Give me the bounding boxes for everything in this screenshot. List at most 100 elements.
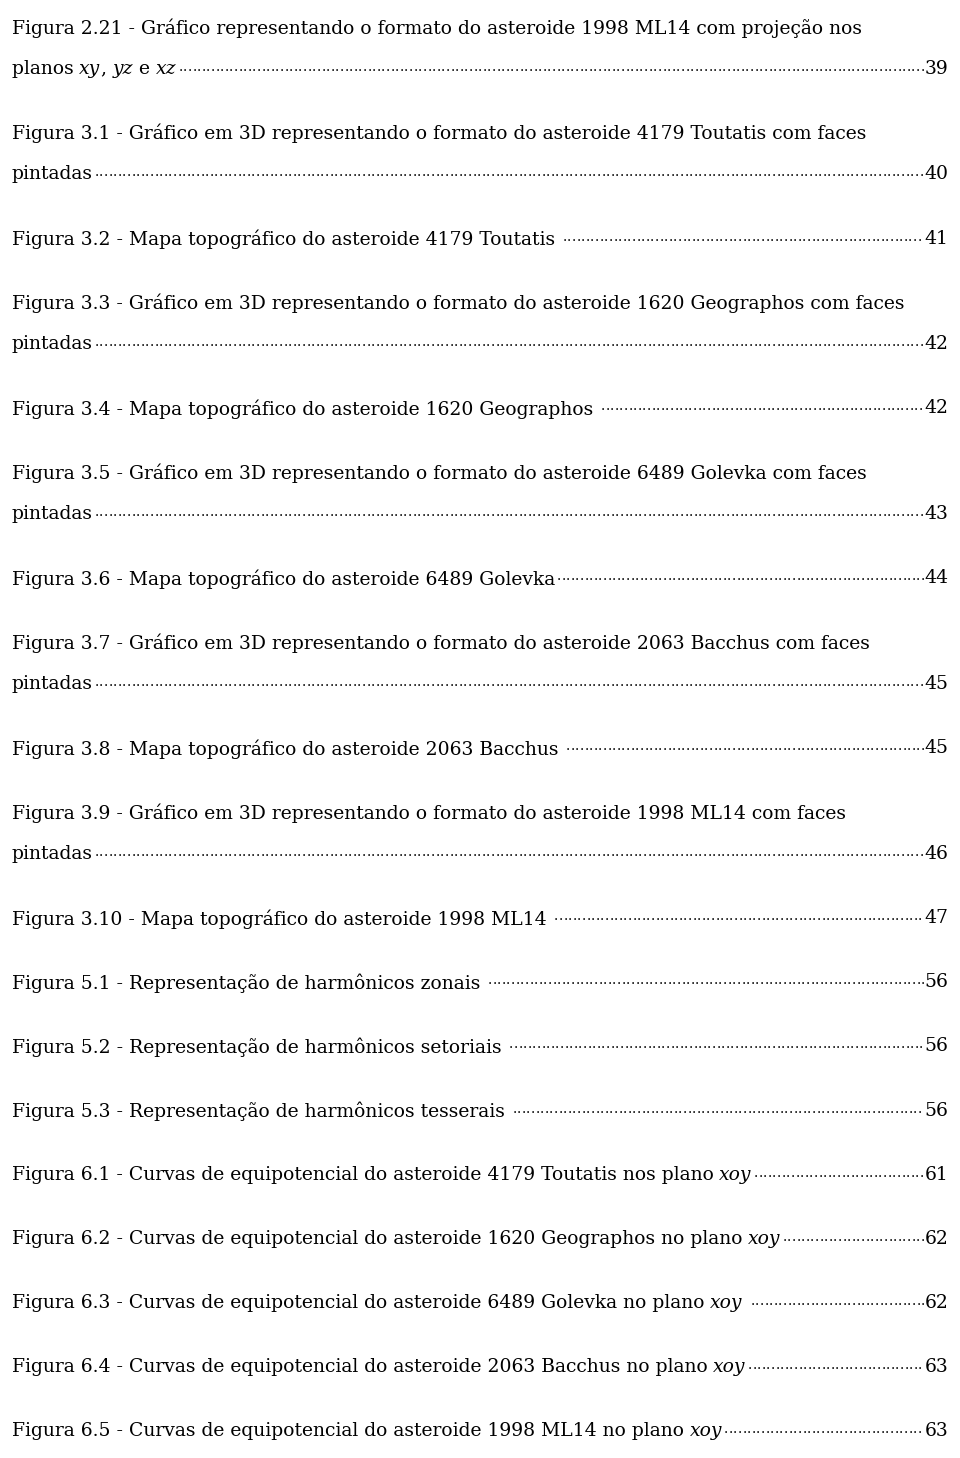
Text: .: . xyxy=(728,739,732,754)
Text: .: . xyxy=(639,739,644,754)
Text: .: . xyxy=(774,972,778,987)
Text: .: . xyxy=(219,335,223,350)
Text: .: . xyxy=(742,1422,747,1436)
Text: .: . xyxy=(920,844,924,859)
Text: .: . xyxy=(486,335,491,350)
Text: .: . xyxy=(555,675,560,690)
Text: .: . xyxy=(694,60,699,74)
Text: .: . xyxy=(809,60,814,74)
Text: .: . xyxy=(859,399,863,414)
Text: .: . xyxy=(738,1101,742,1115)
Text: .: . xyxy=(857,1422,862,1436)
Text: .: . xyxy=(851,675,854,690)
Text: .: . xyxy=(675,399,679,414)
Text: .: . xyxy=(850,399,853,414)
Text: .: . xyxy=(357,165,361,179)
Text: .: . xyxy=(316,504,320,519)
Text: pintadas: pintadas xyxy=(12,675,92,693)
Text: .: . xyxy=(196,504,200,519)
Text: .: . xyxy=(772,675,776,690)
Text: .: . xyxy=(421,504,426,519)
Text: .: . xyxy=(621,569,626,583)
Text: .: . xyxy=(879,1229,883,1244)
Text: .: . xyxy=(242,504,246,519)
Text: .: . xyxy=(532,1037,537,1051)
Text: .: . xyxy=(191,844,196,859)
Text: .: . xyxy=(900,1357,904,1372)
Text: .: . xyxy=(596,1037,601,1051)
Text: .: . xyxy=(127,844,131,859)
Text: .: . xyxy=(298,165,301,179)
Text: .: . xyxy=(761,1422,765,1436)
Text: .: . xyxy=(900,908,904,923)
Text: .: . xyxy=(823,165,827,179)
Text: .: . xyxy=(656,399,660,414)
Text: .: . xyxy=(182,165,186,179)
Text: .: . xyxy=(921,60,924,74)
Text: .: . xyxy=(329,335,334,350)
Text: .: . xyxy=(316,335,320,350)
Text: .: . xyxy=(767,165,772,179)
Text: .: . xyxy=(826,908,830,923)
Text: .: . xyxy=(660,229,663,243)
Text: .: . xyxy=(775,229,779,243)
Text: .: . xyxy=(117,675,122,690)
Text: .: . xyxy=(772,335,776,350)
Text: .: . xyxy=(532,675,537,690)
Text: .: . xyxy=(740,60,745,74)
Text: .: . xyxy=(385,504,389,519)
Text: .: . xyxy=(632,229,636,243)
Text: .: . xyxy=(564,908,567,923)
Text: .: . xyxy=(654,569,658,583)
Text: .: . xyxy=(321,844,324,859)
Text: .: . xyxy=(852,569,856,583)
Text: .: . xyxy=(375,165,380,179)
Text: .: . xyxy=(270,844,274,859)
Text: .: . xyxy=(582,1101,586,1115)
Text: .: . xyxy=(237,675,242,690)
Text: .: . xyxy=(329,844,334,859)
Text: .: . xyxy=(464,60,468,74)
Text: .: . xyxy=(550,1037,555,1051)
Text: .: . xyxy=(877,165,882,179)
Text: .: . xyxy=(838,972,842,987)
Text: .: . xyxy=(812,1357,816,1372)
Text: .: . xyxy=(895,1422,899,1436)
Text: .: . xyxy=(810,569,814,583)
Text: .: . xyxy=(385,335,389,350)
Text: .: . xyxy=(721,335,726,350)
Text: .: . xyxy=(828,504,831,519)
Text: .: . xyxy=(278,165,283,179)
Text: .: . xyxy=(859,335,864,350)
Text: .: . xyxy=(564,675,568,690)
Text: .: . xyxy=(611,675,614,690)
Text: .: . xyxy=(440,335,444,350)
Text: .: . xyxy=(554,908,559,923)
Text: .: . xyxy=(697,908,701,923)
Text: .: . xyxy=(900,675,905,690)
Text: .: . xyxy=(509,844,514,859)
Text: .: . xyxy=(275,504,278,519)
Text: .: . xyxy=(882,675,887,690)
Text: .: . xyxy=(726,844,730,859)
Text: .: . xyxy=(661,675,665,690)
Text: .: . xyxy=(707,908,710,923)
Text: .: . xyxy=(537,675,541,690)
Text: .: . xyxy=(638,844,642,859)
Text: .: . xyxy=(624,504,629,519)
Text: .: . xyxy=(293,165,297,179)
Text: .: . xyxy=(477,675,481,690)
Text: .: . xyxy=(569,675,573,690)
Text: .: . xyxy=(841,504,845,519)
Text: .: . xyxy=(790,399,794,414)
Text: .: . xyxy=(870,739,875,754)
Text: .: . xyxy=(603,569,607,583)
Text: .: . xyxy=(800,504,804,519)
Text: .: . xyxy=(810,1293,815,1308)
Text: .: . xyxy=(298,675,301,690)
Text: .: . xyxy=(853,1101,857,1115)
Text: .: . xyxy=(488,972,492,987)
Text: .: . xyxy=(675,504,680,519)
Text: .: . xyxy=(505,675,509,690)
Text: .: . xyxy=(781,335,785,350)
